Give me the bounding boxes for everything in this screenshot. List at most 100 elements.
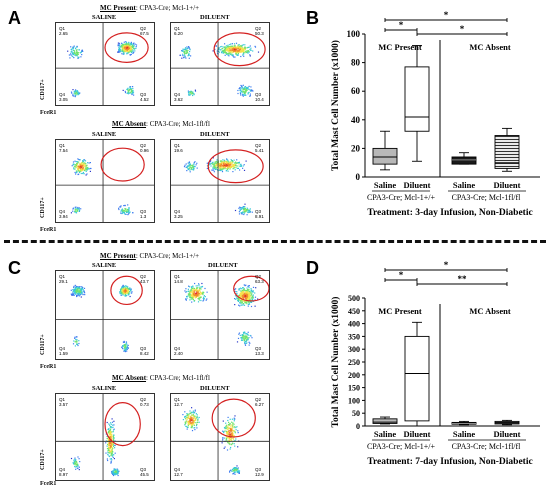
flow-event-dot [240, 47, 242, 49]
flow-event-dot [192, 94, 194, 97]
flow-event-dot [228, 421, 230, 423]
flow-event-dot [193, 290, 195, 293]
flow-event-dot [82, 290, 84, 292]
flow-event-dot [229, 166, 231, 168]
flow-event-dot [123, 345, 125, 347]
flow-c-x-axis-label: FceR1 [40, 364, 57, 370]
flow-event-dot [234, 209, 237, 212]
y-tick-label: 400 [348, 320, 360, 329]
flow-event-dot [79, 286, 81, 288]
flow-event-dot [233, 429, 235, 431]
flow-event-dot [247, 93, 249, 95]
flow-event-dot [197, 421, 199, 423]
flow-event-dot [130, 91, 132, 93]
flow-event-dot [243, 50, 245, 52]
flow-event-dot [133, 44, 135, 46]
significance-star: ** [458, 274, 468, 284]
quadrant-percentage-label: 2.40 [174, 351, 183, 356]
flow-event-dot [242, 88, 244, 90]
flow-event-dot [204, 296, 206, 298]
flow-event-dot [233, 468, 236, 470]
flow-event-dot [189, 163, 191, 165]
flow-event-dot [83, 169, 85, 172]
flow-event-dot [77, 209, 79, 211]
flow-event-dot [193, 294, 195, 296]
flow-event-dot [239, 293, 241, 295]
flow-event-dot [187, 91, 190, 94]
flow-event-dot [252, 297, 255, 299]
flow-event-dot [242, 47, 244, 49]
flow-event-dot [109, 441, 111, 444]
category-label: Diluent [494, 180, 521, 190]
flow-event-dot [198, 283, 200, 285]
flow-event-dot [193, 94, 195, 96]
flow-event-dot [195, 293, 197, 295]
flow-event-dot [190, 168, 192, 170]
flow-plot-a-present-saline: Q1 2.65 Q2 67.5 Q4 3.05 Q3 4.52 [55, 22, 155, 106]
flow-event-dot [237, 165, 239, 167]
flow-event-dot [237, 298, 239, 300]
flow-event-dot [221, 167, 223, 169]
flow-event-dot [189, 296, 192, 298]
flow-event-dot [225, 47, 227, 49]
flow-event-dot [222, 46, 224, 48]
flow-event-dot [194, 294, 196, 296]
flow-event-dot [112, 447, 114, 449]
flow-event-dot [227, 437, 229, 439]
quadrant-percentage-label: 19.6 [174, 148, 183, 153]
flow-event-dot [110, 445, 112, 447]
flow-event-dot [128, 51, 130, 53]
flow-event-dot [198, 299, 200, 301]
flow-event-dot [123, 288, 125, 290]
flow-event-dot [226, 436, 228, 438]
flow-event-dot [189, 171, 191, 173]
flow-event-dot [227, 426, 229, 428]
flow-event-dot [238, 289, 240, 291]
flow-event-dot [81, 288, 83, 290]
flow-event-dot [186, 297, 188, 299]
flow-event-dot [191, 423, 194, 425]
flow-event-dot [232, 49, 234, 51]
flow-event-dot [242, 88, 244, 90]
flow-event-dot [122, 44, 124, 46]
flow-event-dot [126, 49, 128, 51]
flow-event-dot [129, 88, 131, 90]
flow-a-present-title: MC Present: CPA3-Cre; Mcl-1+/+ [100, 4, 200, 12]
flow-event-dot [239, 305, 241, 307]
flow-event-dot [243, 92, 245, 94]
flow-event-dot [111, 421, 114, 423]
flow-event-dot [227, 54, 229, 56]
flow-event-dot [123, 347, 126, 349]
flow-event-dot [194, 89, 196, 91]
flow-event-dot [107, 443, 109, 445]
flow-event-dot [111, 433, 113, 435]
flow-event-dot [225, 165, 227, 167]
flow-event-dot [198, 293, 200, 295]
flow-event-dot [111, 471, 113, 473]
flow-event-dot [80, 56, 82, 58]
flow-event-dot [129, 292, 131, 294]
flow-event-dot [122, 292, 124, 294]
flow-event-dot [238, 288, 240, 290]
flow-event-dot [72, 208, 74, 210]
flow-event-dot [218, 169, 220, 171]
population-gate-ellipse [104, 32, 149, 63]
flow-event-dot [242, 291, 245, 293]
flow-event-dot [254, 296, 257, 298]
flow-event-dot [247, 51, 249, 53]
flow-event-dot [246, 207, 248, 209]
flow-event-dot [248, 85, 250, 87]
flow-event-dot [196, 295, 198, 297]
flow-event-dot [245, 301, 247, 303]
flow-event-dot [81, 163, 83, 165]
y-tick-label: 60 [351, 86, 361, 96]
flow-event-dot [226, 430, 229, 432]
flow-event-dot [111, 447, 113, 450]
flow-event-dot [124, 291, 126, 293]
flow-event-dot [76, 55, 78, 57]
flow-event-dot [109, 433, 112, 435]
flow-event-dot [74, 92, 76, 95]
flow-event-dot [227, 428, 229, 430]
flow-event-dot [225, 422, 227, 424]
flow-event-dot [248, 51, 250, 53]
